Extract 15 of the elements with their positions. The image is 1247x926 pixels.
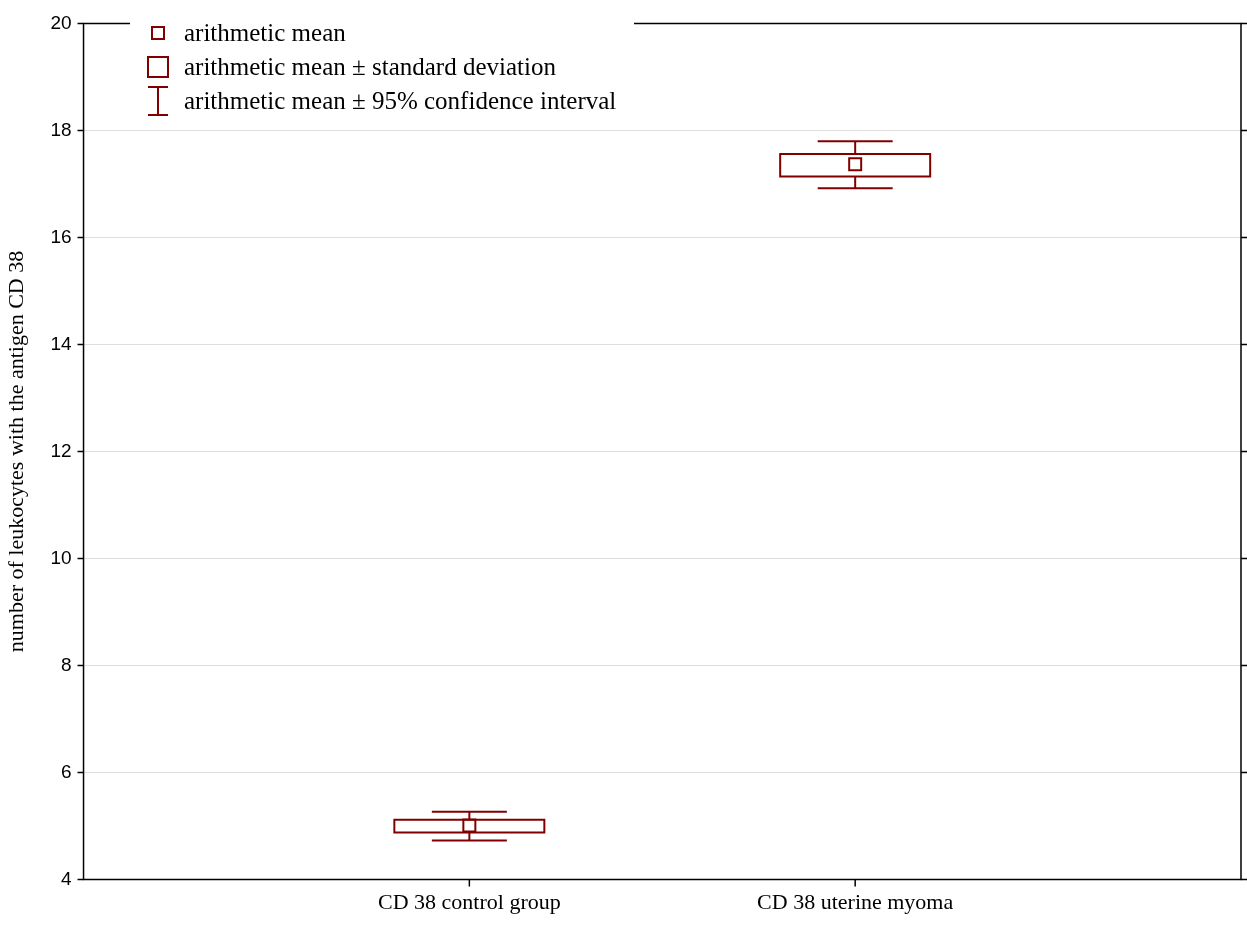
y-tick-label: 12: [50, 439, 72, 461]
y-tick-label: 4: [60, 867, 72, 889]
y-tick-label: 18: [50, 118, 72, 140]
y-tick-label: 14: [50, 332, 72, 354]
y-tick-label: 16: [50, 225, 72, 247]
y-tick-label: 6: [60, 760, 72, 782]
y-tick-label: 20: [50, 11, 72, 33]
y-tick-label: 8: [60, 653, 72, 675]
annotation: arithmetic mean ± standard deviation: [184, 53, 556, 81]
annotation: arithmetic mean: [184, 19, 346, 47]
y-tick-label: 10: [50, 546, 72, 568]
x-tick-label: CD 38 control group: [378, 888, 561, 914]
x-tick-label: CD 38 uterine myoma: [757, 888, 954, 914]
y-axis-title: number of leukocytes with the antigen CD 38: [2, 250, 28, 653]
annotation: arithmetic mean ± 95% confidence interval: [184, 87, 617, 115]
